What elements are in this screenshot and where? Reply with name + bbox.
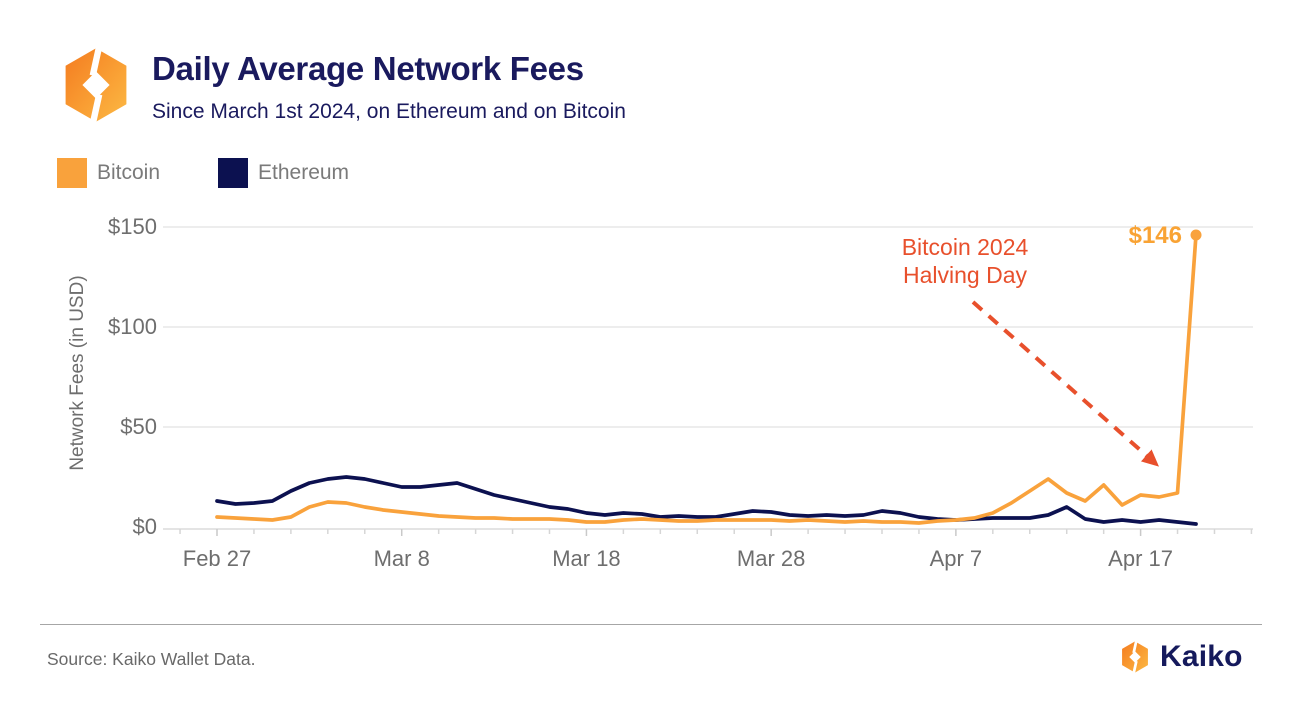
footer-divider: [40, 624, 1262, 625]
annotation-line-2: Halving Day: [903, 262, 1027, 288]
x-tick-label: Mar 8: [373, 546, 430, 571]
legend-label: Bitcoin: [97, 161, 161, 184]
source-note: Source: Kaiko Wallet Data.: [47, 649, 256, 669]
legend-item-ethereum: Ethereum: [218, 158, 349, 188]
x-tick-label: Mar 28: [736, 546, 806, 571]
ethereum-swatch: [218, 158, 248, 188]
page-title: Daily Average Network Fees: [152, 50, 584, 87]
x-tick-label: Feb 27: [182, 546, 252, 571]
brand-footer: Kaiko: [1118, 640, 1243, 674]
legend-item-bitcoin: Bitcoin: [57, 158, 160, 188]
y-axis-title: Network Fees (in USD): [67, 275, 88, 471]
ethereum-line: [215, 475, 1198, 526]
bitcoin-endpoint-dot: [1190, 229, 1202, 241]
halving-annotation: Bitcoin 2024 Halving Day: [852, 233, 1078, 289]
x-tick-label: Mar 18: [552, 546, 621, 571]
y-tick-label: $150: [108, 214, 157, 239]
bitcoin-line: [215, 233, 1198, 525]
x-tick-label: Apr 17: [1108, 546, 1173, 571]
y-tick-label: $100: [108, 314, 157, 339]
bitcoin-swatch: [57, 158, 87, 188]
end-value-label: $146: [1128, 222, 1182, 249]
y-tick-label: $50: [120, 414, 157, 439]
page-subtitle: Since March 1st 2024, on Ethereum and on…: [152, 100, 626, 123]
annotation-line-1: Bitcoin 2024: [901, 234, 1029, 260]
legend-label: Ethereum: [258, 161, 350, 184]
brand-wordmark: Kaiko: [1160, 640, 1243, 673]
y-tick-label: $0: [132, 514, 157, 539]
x-tick-label: Apr 7: [929, 546, 983, 571]
kaiko-footer-icon: [1122, 640, 1148, 674]
kaiko-logo-icon: [65, 45, 127, 125]
